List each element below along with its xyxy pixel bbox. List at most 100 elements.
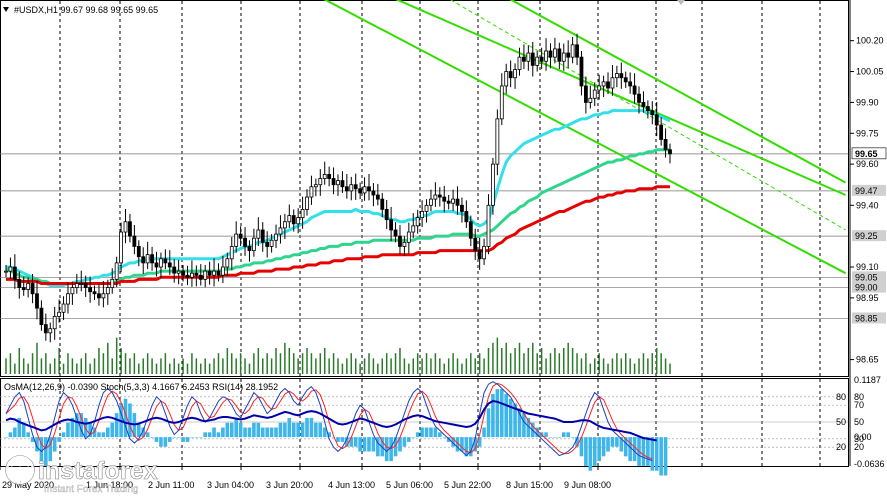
osma-bar <box>384 437 389 462</box>
osc-tick-label: -0.0636 <box>854 459 885 469</box>
candle-body <box>278 227 283 235</box>
osma-bar <box>13 427 17 438</box>
price-levels <box>0 153 848 319</box>
candle-body <box>225 258 230 268</box>
osma-bar <box>433 427 438 438</box>
osma-bar <box>287 417 292 438</box>
candle-body <box>641 102 646 107</box>
time-label: 4 Jun 13:00 <box>328 480 375 490</box>
osma-bar <box>371 437 376 452</box>
osma-bar <box>504 393 509 438</box>
osma-bar <box>513 403 517 438</box>
osma-bar <box>579 437 584 457</box>
candle-body <box>504 71 509 87</box>
osma-bar <box>296 422 300 438</box>
candle-body <box>101 293 106 299</box>
candle-body <box>92 291 97 295</box>
candle-body <box>185 274 190 278</box>
time-label: 5 Jun 22:00 <box>444 480 491 490</box>
osma-bar <box>167 437 172 442</box>
price-tick-label: 99.60 <box>856 159 879 169</box>
osma-bar <box>469 437 473 457</box>
osc-tick-label: 80 <box>854 392 864 402</box>
candle-body <box>48 328 53 334</box>
candle-body <box>610 77 615 89</box>
osma-bar <box>358 437 362 452</box>
candle-body <box>362 186 367 194</box>
osma-bar <box>336 437 340 442</box>
osma-bar <box>601 437 606 457</box>
osma-bar <box>61 432 66 438</box>
osma-bar <box>349 437 354 447</box>
osma-bar <box>221 427 225 438</box>
candle-body <box>632 85 637 95</box>
osc-tick-label: 0.1187 <box>854 375 881 385</box>
candle-body <box>601 81 606 87</box>
candle-body <box>451 198 455 204</box>
candle-body <box>150 254 154 264</box>
candle-body <box>628 81 633 87</box>
dropdown-triangle-icon[interactable] <box>3 7 9 12</box>
candle-body <box>305 196 309 210</box>
osma-bar <box>57 437 61 442</box>
candle-body <box>243 237 247 247</box>
osma-bar <box>477 437 482 447</box>
candle-body <box>406 231 411 243</box>
level-label: 99.00 <box>855 283 878 293</box>
osma-bar <box>8 432 13 438</box>
time-label: 5 Jun 06:00 <box>386 480 433 490</box>
candle-body <box>79 283 84 285</box>
candle-body <box>544 50 548 62</box>
osma-bar <box>314 422 318 438</box>
osma-bar <box>181 437 185 442</box>
candle-body <box>265 241 270 247</box>
level-label: 99.47 <box>855 186 878 196</box>
candle-body <box>43 324 48 334</box>
candle-body <box>575 44 579 58</box>
osma-bar <box>283 422 287 438</box>
osma-bar <box>318 422 323 438</box>
candle-body <box>57 311 62 317</box>
osma-bar <box>663 437 668 476</box>
osma-bar <box>252 422 256 438</box>
candle-body <box>4 270 8 273</box>
oscillator-pane[interactable] <box>0 378 849 476</box>
candle-body <box>167 262 172 268</box>
scroll-marker-icon[interactable] <box>677 0 685 5</box>
time-label: 3 Jun 20:00 <box>266 480 313 490</box>
price-tick-label: 98.65 <box>856 355 879 365</box>
osma-bar <box>460 437 464 452</box>
candle-body <box>389 219 394 231</box>
candle-body <box>274 233 278 241</box>
osma-bar <box>650 437 655 471</box>
osma-bar <box>495 389 500 438</box>
time-label: 29 May 2020 <box>2 480 54 490</box>
candle-body <box>154 262 159 268</box>
osma-bar <box>420 427 424 438</box>
candle-body <box>663 139 668 151</box>
osma-bar <box>101 432 106 438</box>
candle-body <box>145 254 150 264</box>
candles <box>4 33 672 343</box>
osma-bar <box>70 417 75 438</box>
watermark-brand: instaforex <box>38 457 158 485</box>
level-label: 98.85 <box>855 313 878 323</box>
price-tick-label: 99.90 <box>856 97 879 107</box>
candle-body <box>194 272 199 276</box>
osma-bar <box>353 437 358 447</box>
price-tick-label: 99.10 <box>856 262 879 272</box>
osma-bar <box>376 437 380 457</box>
level-label-box <box>852 184 886 196</box>
candle-body <box>70 287 75 295</box>
osma-bar <box>83 417 88 438</box>
candle-body <box>437 194 442 198</box>
osma-bar <box>473 437 478 452</box>
candle-body <box>606 81 610 89</box>
time-label: 2 Jun 11:00 <box>148 480 194 490</box>
level-label: 99.05 <box>855 272 878 282</box>
candle-body <box>105 287 110 295</box>
candle-body <box>477 250 482 260</box>
main-price-pane[interactable] <box>0 0 849 377</box>
candle-body <box>216 270 221 276</box>
